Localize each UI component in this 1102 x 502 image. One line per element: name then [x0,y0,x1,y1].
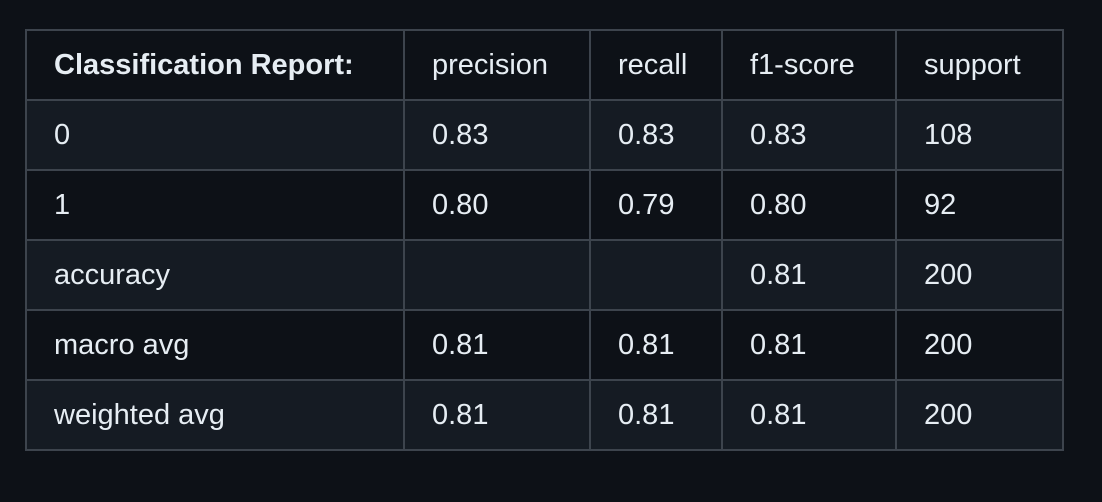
cell-support: 92 [895,169,1064,241]
table-row: 1 0.80 0.79 0.80 92 [25,169,1064,241]
cell-precision: 0.81 [403,379,591,451]
cell-recall: 0.81 [589,309,723,381]
row-label: 0 [25,99,405,171]
cell-precision: 0.83 [403,99,591,171]
cell-f1-score: 0.81 [721,379,897,451]
cell-recall: 0.79 [589,169,723,241]
row-label: 1 [25,169,405,241]
cell-support: 200 [895,309,1064,381]
cell-recall [589,239,723,311]
table-header-row: Classification Report: precision recall … [25,29,1064,101]
row-label: weighted avg [25,379,405,451]
table-row: macro avg 0.81 0.81 0.81 200 [25,309,1064,381]
header-cell-precision: precision [403,29,591,101]
cell-f1-score: 0.81 [721,239,897,311]
cell-support: 200 [895,239,1064,311]
table-row: 0 0.83 0.83 0.83 108 [25,99,1064,171]
table-row: accuracy 0.81 200 [25,239,1064,311]
cell-recall: 0.83 [589,99,723,171]
cell-precision: 0.81 [403,309,591,381]
cell-f1-score: 0.83 [721,99,897,171]
cell-precision: 0.80 [403,169,591,241]
cell-precision [403,239,591,311]
row-label: accuracy [25,239,405,311]
header-cell-support: support [895,29,1064,101]
header-cell-recall: recall [589,29,723,101]
table-row: weighted avg 0.81 0.81 0.81 200 [25,379,1064,451]
cell-support: 108 [895,99,1064,171]
cell-f1-score: 0.80 [721,169,897,241]
cell-recall: 0.81 [589,379,723,451]
cell-f1-score: 0.81 [721,309,897,381]
row-label: macro avg [25,309,405,381]
classification-report-table: Classification Report: precision recall … [25,29,1064,451]
cell-support: 200 [895,379,1064,451]
header-cell-f1-score: f1-score [721,29,897,101]
header-cell-label: Classification Report: [25,29,405,101]
